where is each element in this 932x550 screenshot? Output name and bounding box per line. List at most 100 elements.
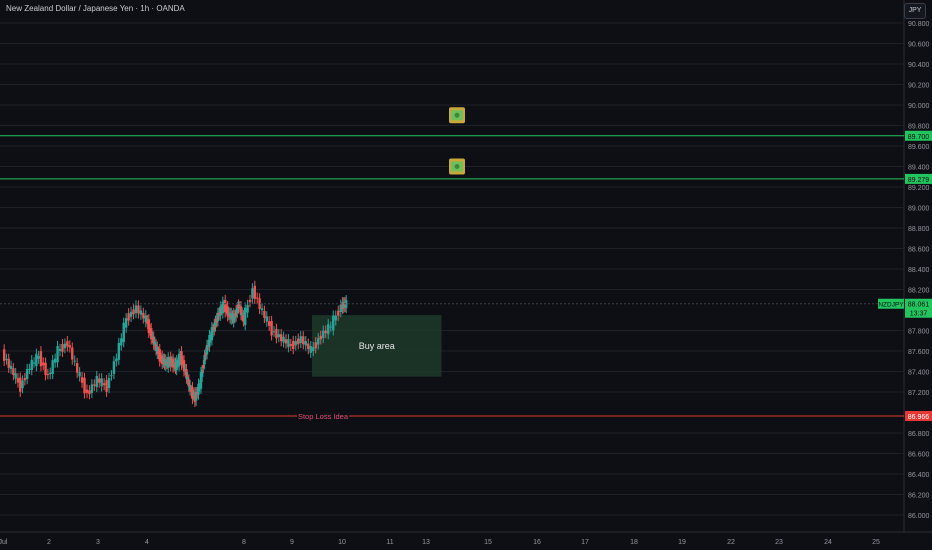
time-tick-label: 13 xyxy=(422,539,430,546)
candle-body xyxy=(160,355,164,364)
candle-body xyxy=(102,383,106,386)
candle-body xyxy=(203,354,206,365)
candle-body xyxy=(150,328,153,340)
candle-body xyxy=(49,372,52,375)
candle-body xyxy=(151,336,154,339)
candle-body xyxy=(213,323,216,331)
candle-body xyxy=(277,334,280,338)
price-tick-label: 89.200 xyxy=(908,185,930,192)
time-tick-label: 19 xyxy=(678,539,686,546)
price-tick-label: 87.600 xyxy=(908,349,930,356)
time-tick-label: 25 xyxy=(872,539,880,546)
candle-body xyxy=(173,362,176,367)
price-tick-label: 89.000 xyxy=(908,206,930,213)
candle-body xyxy=(185,369,188,379)
level-price-tag xyxy=(905,130,932,141)
candle-body xyxy=(307,343,310,350)
candle-body xyxy=(284,339,288,344)
candle-body xyxy=(337,310,340,316)
candle-body xyxy=(167,357,170,368)
candle-body xyxy=(287,339,290,348)
candle-body xyxy=(230,312,233,320)
price-tick-label: 90.600 xyxy=(908,42,930,49)
candle-body xyxy=(120,338,123,346)
candle-body xyxy=(182,360,186,372)
candle-body xyxy=(289,344,292,346)
money-bill-dot xyxy=(454,164,460,169)
candle-body xyxy=(319,335,322,340)
candle-body xyxy=(51,360,54,374)
candle-body xyxy=(53,358,57,363)
candle-body xyxy=(105,380,108,392)
candle-body xyxy=(193,392,197,402)
currency-button[interactable]: JPY xyxy=(904,3,926,19)
countdown-label: 13:37 xyxy=(910,311,928,318)
candle-body xyxy=(324,330,327,333)
candle-body xyxy=(176,362,180,364)
candle-body xyxy=(164,359,167,366)
price-tick-label: 86.200 xyxy=(908,493,930,500)
candle-body xyxy=(233,314,237,319)
price-tick-label: 90.800 xyxy=(908,21,930,28)
candle-body xyxy=(312,347,315,351)
candle-body xyxy=(197,383,200,395)
candle-body xyxy=(215,318,218,323)
candle-body xyxy=(180,351,183,365)
candle-body xyxy=(207,344,210,346)
candle-body xyxy=(202,365,205,368)
price-tick-label: 86.400 xyxy=(908,472,930,479)
candle-body xyxy=(39,351,43,367)
candle-body xyxy=(83,377,86,394)
candle-body xyxy=(275,328,278,339)
candle-body xyxy=(30,360,33,371)
candle-body xyxy=(148,329,152,331)
candle-body xyxy=(12,368,15,376)
candle-body xyxy=(216,312,220,322)
candle-body xyxy=(210,327,214,341)
candle-body xyxy=(317,338,320,345)
candle-body xyxy=(66,341,69,347)
candle-body xyxy=(209,336,212,338)
candle-body xyxy=(73,360,76,362)
candle-body xyxy=(183,369,187,371)
candle-body xyxy=(219,306,222,316)
candle-body xyxy=(294,341,297,346)
candle-body xyxy=(153,341,157,346)
time-tick-label: 10 xyxy=(338,539,346,546)
buy-zone-label: Buy area xyxy=(359,341,395,351)
candle-body xyxy=(198,385,201,387)
candle-body xyxy=(222,304,226,307)
candle-body xyxy=(204,352,208,356)
candle-body xyxy=(85,389,89,393)
candle-body xyxy=(168,361,171,363)
candle-body xyxy=(93,384,96,386)
candle-body xyxy=(199,371,203,389)
time-tick-label: 23 xyxy=(775,539,783,546)
candle-body xyxy=(240,312,244,317)
candle-body xyxy=(56,346,59,363)
candle-body xyxy=(147,319,151,333)
candle-body xyxy=(226,306,229,317)
symbol-tag-label: NZDJPY xyxy=(878,302,904,309)
candle-body xyxy=(228,312,232,319)
candle-body xyxy=(190,389,193,392)
candle-body xyxy=(163,358,166,365)
candle-body xyxy=(95,376,98,387)
candle-body xyxy=(61,344,64,352)
candle-body xyxy=(339,304,342,312)
candle-body xyxy=(299,336,302,343)
candle-body xyxy=(238,306,241,308)
price-tick-label: 90.000 xyxy=(908,103,930,110)
candle-body xyxy=(110,375,113,377)
current-price-tag xyxy=(905,298,932,318)
candle-body xyxy=(188,385,192,391)
candle-body xyxy=(248,299,252,303)
candle-body xyxy=(270,320,273,336)
candle-body xyxy=(220,309,223,311)
candle-body xyxy=(341,302,344,310)
candle-body xyxy=(32,362,36,364)
price-tick-label: 89.400 xyxy=(908,165,930,172)
candle-body xyxy=(144,315,147,323)
candle-body xyxy=(71,347,74,360)
